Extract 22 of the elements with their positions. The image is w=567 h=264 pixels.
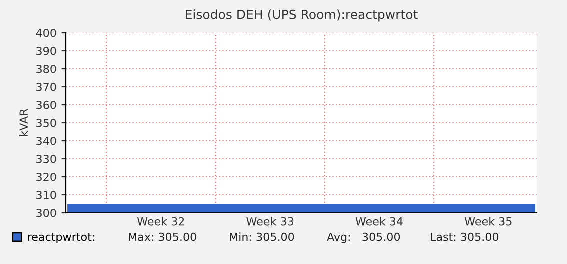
text: Avg: 305.00 (327, 232, 400, 244)
x-tick-label: Week 35 (464, 217, 512, 226)
y-tick-label: 380 (36, 64, 56, 74)
y-axis-title: kVAR (19, 108, 28, 136)
y-tick-label: 370 (36, 82, 56, 92)
x-tick-label: Week 34 (356, 217, 403, 226)
text: Last: 305.00 (431, 232, 499, 242)
text: Min: 305.00 (230, 232, 294, 242)
chart-title: Eisodos DEH (UPS Room):reactpwrtot (186, 10, 418, 22)
y-tick-label: 310 (36, 190, 56, 200)
legend-label: reactpwrtot: (28, 233, 94, 244)
y-tick-label: 350 (36, 118, 56, 128)
x-tick-label: Week 32 (137, 217, 184, 226)
y-tick-label: 360 (36, 100, 56, 110)
y-tick-label: 390 (36, 46, 56, 56)
y-tick-label: 340 (36, 136, 56, 146)
y-tick-label: 320 (36, 172, 56, 182)
y-tick-label: 330 (36, 154, 56, 164)
x-tick-label: Week 33 (246, 217, 294, 226)
y-tick-label: 400 (36, 28, 56, 38)
y-tick-label: 300 (36, 208, 56, 218)
text: Max: 305.00 (129, 232, 196, 242)
